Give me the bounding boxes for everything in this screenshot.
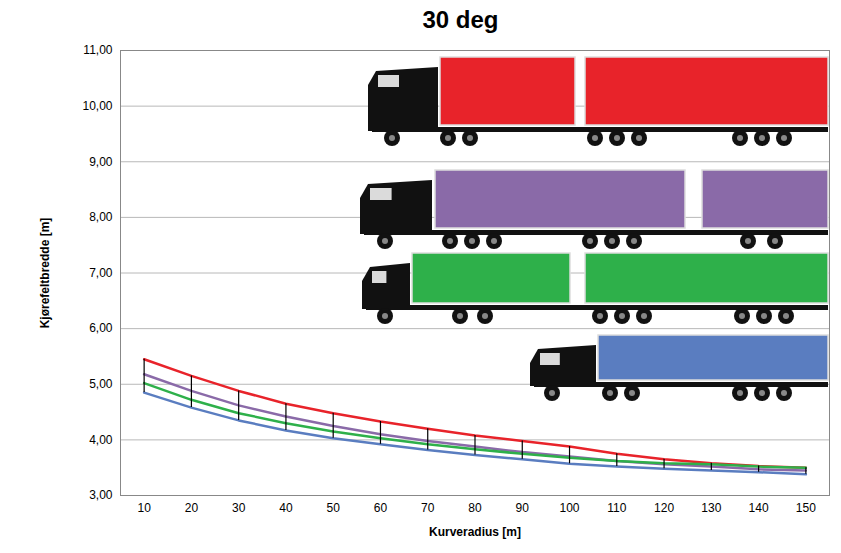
svg-text:120: 120	[654, 501, 674, 515]
svg-text:50: 50	[327, 501, 341, 515]
svg-text:8,00: 8,00	[89, 210, 113, 224]
svg-text:9,00: 9,00	[89, 155, 113, 169]
svg-text:Kurveradius [m]: Kurveradius [m]	[429, 525, 521, 539]
html-text:30 deg: 30 deg	[422, 6, 499, 33]
svg-text:10: 10	[137, 501, 151, 515]
svg-text:70: 70	[421, 501, 435, 515]
svg-text:5,00: 5,00	[89, 377, 113, 391]
svg-text:140: 140	[749, 501, 769, 515]
svg-text:10,00: 10,00	[82, 99, 112, 113]
svg-text:60: 60	[374, 501, 388, 515]
svg-text:4,00: 4,00	[89, 433, 113, 447]
svg-text:130: 130	[701, 501, 721, 515]
svg-text:7,00: 7,00	[89, 266, 113, 280]
svg-text:80: 80	[468, 501, 482, 515]
svg-text:30: 30	[232, 501, 246, 515]
svg-text:11,00: 11,00	[83, 43, 112, 57]
svg-text:6,00: 6,00	[89, 321, 113, 335]
svg-text:150: 150	[796, 501, 816, 515]
svg-text:90: 90	[516, 501, 530, 515]
svg-text:40: 40	[279, 501, 293, 515]
svg-text:Kjørefeltbredde [m]: Kjørefeltbredde [m]	[38, 218, 52, 329]
svg-text:20: 20	[185, 501, 199, 515]
svg-text:3,00: 3,00	[89, 488, 113, 502]
svg-text:110: 110	[607, 501, 626, 515]
svg-text:100: 100	[560, 501, 580, 515]
